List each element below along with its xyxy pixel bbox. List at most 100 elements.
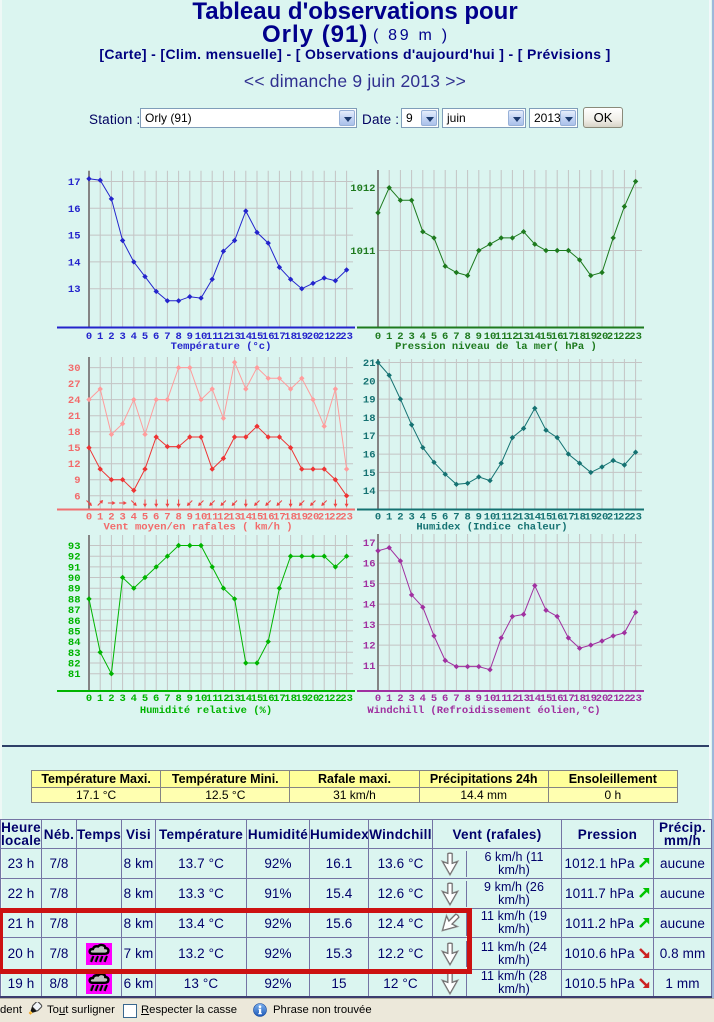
svg-text:20: 20 <box>307 693 320 705</box>
svg-text:8: 8 <box>464 331 470 343</box>
svg-text:92: 92 <box>68 552 81 564</box>
svg-text:17: 17 <box>363 538 376 550</box>
svg-text:15: 15 <box>540 693 553 705</box>
svg-text:19: 19 <box>584 512 597 524</box>
svg-text:7: 7 <box>453 693 459 705</box>
svg-text:16: 16 <box>551 331 564 343</box>
svg-text:18: 18 <box>284 693 297 705</box>
svg-text:16: 16 <box>363 450 376 462</box>
svg-text:22: 22 <box>329 693 342 705</box>
svg-text:19: 19 <box>584 693 597 705</box>
svg-text:10: 10 <box>484 331 497 343</box>
svg-text:7: 7 <box>164 512 170 524</box>
svg-text:16: 16 <box>262 693 275 705</box>
svg-text:86: 86 <box>68 616 81 628</box>
svg-text:14: 14 <box>363 486 376 498</box>
svg-text:15: 15 <box>251 512 264 524</box>
svg-text:21: 21 <box>607 331 620 343</box>
svg-text:19: 19 <box>295 512 308 524</box>
svg-text:13: 13 <box>228 331 241 343</box>
svg-text:16: 16 <box>363 559 376 571</box>
svg-text:93: 93 <box>68 541 81 553</box>
svg-text:16: 16 <box>68 204 81 216</box>
svg-text:5: 5 <box>431 512 437 524</box>
svg-text:90: 90 <box>68 573 81 585</box>
svg-text:6: 6 <box>74 491 80 503</box>
svg-text:1012: 1012 <box>350 183 375 195</box>
svg-text:19: 19 <box>295 693 308 705</box>
svg-text:17: 17 <box>562 512 575 524</box>
svg-text:20: 20 <box>307 512 320 524</box>
svg-text:14: 14 <box>239 512 252 524</box>
svg-text:21: 21 <box>607 693 620 705</box>
svg-text:3: 3 <box>119 693 125 705</box>
svg-text:21: 21 <box>318 512 331 524</box>
svg-text:87: 87 <box>68 605 81 617</box>
svg-text:14: 14 <box>528 693 541 705</box>
svg-text:15: 15 <box>251 331 264 343</box>
svg-text:22: 22 <box>329 512 342 524</box>
svg-text:21: 21 <box>363 358 376 370</box>
svg-text:88: 88 <box>68 594 81 606</box>
svg-text:15: 15 <box>363 579 376 591</box>
svg-text:9: 9 <box>476 331 482 343</box>
svg-text:17: 17 <box>562 693 575 705</box>
svg-text:8: 8 <box>464 693 470 705</box>
svg-text:16: 16 <box>262 512 275 524</box>
svg-text:3: 3 <box>408 512 414 524</box>
svg-text:6: 6 <box>153 693 159 705</box>
svg-text:4: 4 <box>420 512 426 524</box>
svg-text:9: 9 <box>187 693 193 705</box>
svg-text:15: 15 <box>363 468 376 480</box>
svg-text:8: 8 <box>175 693 181 705</box>
svg-text:3: 3 <box>119 512 125 524</box>
svg-text:7: 7 <box>164 331 170 343</box>
svg-text:12: 12 <box>217 693 230 705</box>
svg-text:0: 0 <box>86 512 92 524</box>
svg-text:10: 10 <box>195 512 208 524</box>
svg-text:10: 10 <box>484 512 497 524</box>
svg-text:0: 0 <box>375 512 381 524</box>
svg-text:15: 15 <box>540 331 553 343</box>
svg-text:14: 14 <box>239 693 252 705</box>
svg-text:3: 3 <box>408 331 414 343</box>
svg-text:8: 8 <box>464 512 470 524</box>
svg-text:22: 22 <box>618 512 631 524</box>
svg-text:4: 4 <box>131 331 137 343</box>
svg-text:18: 18 <box>284 512 297 524</box>
svg-text:Pression niveau de la mer( hPa: Pression niveau de la mer( hPa ) <box>395 341 597 353</box>
svg-text:1: 1 <box>97 512 103 524</box>
svg-text:15: 15 <box>68 231 81 243</box>
svg-text:27: 27 <box>68 379 81 391</box>
svg-text:10: 10 <box>195 693 208 705</box>
svg-text:13: 13 <box>363 620 376 632</box>
svg-text:11: 11 <box>206 693 219 705</box>
svg-text:16: 16 <box>551 512 564 524</box>
svg-text:13: 13 <box>228 512 241 524</box>
svg-text:14: 14 <box>528 512 541 524</box>
svg-text:14: 14 <box>68 257 81 269</box>
svg-text:20: 20 <box>307 331 320 343</box>
svg-text:12: 12 <box>506 693 519 705</box>
svg-text:11: 11 <box>206 331 219 343</box>
svg-text:84: 84 <box>68 637 81 649</box>
svg-text:2: 2 <box>397 693 403 705</box>
svg-text:1: 1 <box>386 512 392 524</box>
svg-text:14: 14 <box>363 600 376 612</box>
svg-text:82: 82 <box>68 659 81 671</box>
svg-text:7: 7 <box>453 331 459 343</box>
svg-text:2: 2 <box>108 512 114 524</box>
svg-text:18: 18 <box>284 331 297 343</box>
svg-text:23: 23 <box>340 331 353 343</box>
svg-text:21: 21 <box>318 693 331 705</box>
svg-text:20: 20 <box>596 331 609 343</box>
svg-text:17: 17 <box>68 177 81 189</box>
svg-text:15: 15 <box>68 443 81 455</box>
svg-text:9: 9 <box>476 693 482 705</box>
svg-text:16: 16 <box>262 331 275 343</box>
svg-text:9: 9 <box>187 331 193 343</box>
svg-text:23: 23 <box>629 512 642 524</box>
svg-text:5: 5 <box>142 331 148 343</box>
svg-text:11: 11 <box>495 693 508 705</box>
svg-text:3: 3 <box>408 693 414 705</box>
